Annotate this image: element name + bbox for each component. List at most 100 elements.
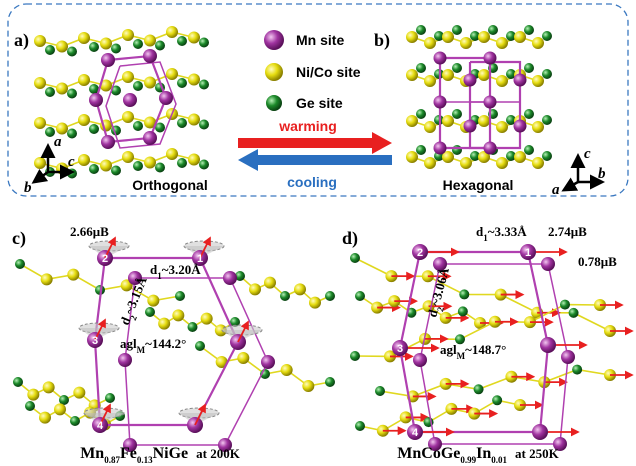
Ni-atom	[496, 121, 508, 133]
Ni-atom	[442, 115, 454, 127]
Ge-atom	[111, 165, 121, 176]
panel-label: b)	[374, 30, 390, 51]
panel-label: c)	[12, 228, 26, 249]
Mn-atom	[433, 95, 447, 109]
moment-label: 2.74μB	[548, 224, 587, 239]
Ge-atom	[199, 119, 209, 130]
Ni-atom	[40, 273, 53, 286]
Mn-atom	[218, 438, 232, 452]
moment-arrow	[104, 236, 116, 259]
angle-label: aglM~148.7°	[440, 342, 506, 361]
Ni-atom	[144, 76, 156, 89]
Ni-atom	[460, 37, 472, 49]
Ge-atom	[15, 259, 25, 269]
Ge-atom	[177, 78, 187, 88]
site-number: 4	[97, 420, 104, 432]
site-number: 3	[397, 343, 403, 355]
Ni-atom	[27, 388, 40, 401]
Ge-atom	[434, 31, 444, 41]
Mn-atom	[101, 135, 115, 149]
Ge-atom	[67, 88, 77, 99]
Ge-atom	[470, 151, 480, 161]
site-number: 2	[417, 247, 423, 259]
Ge-atom	[355, 421, 365, 431]
Ge-atom	[355, 291, 365, 301]
Ni-atom	[532, 37, 544, 49]
Ni-atom	[424, 75, 436, 87]
Ge-atom	[45, 127, 55, 137]
Mn-atom	[407, 424, 423, 440]
Mn-atom	[428, 437, 442, 451]
Ni-atom	[496, 157, 508, 169]
Ni-atom	[54, 403, 66, 416]
Ni-atom	[158, 317, 171, 330]
Mn-atom	[483, 51, 497, 65]
Ni-atom	[78, 154, 90, 166]
text: Mn	[80, 445, 104, 462]
Ge-atom	[452, 109, 462, 119]
Mn-atom	[433, 51, 447, 65]
Ni-atom	[147, 294, 160, 307]
Ni-atom	[424, 121, 436, 133]
cooling-label: cooling	[287, 174, 337, 190]
Ni-atom	[67, 268, 80, 281]
Mn-atom	[101, 53, 115, 67]
Ge-atom	[89, 84, 99, 94]
axis-label: c	[68, 154, 75, 170]
text: d	[476, 224, 484, 239]
Ge-atom	[111, 43, 121, 54]
Ni-atom	[144, 116, 156, 129]
Ni-atom	[406, 115, 418, 127]
Ni-atom	[406, 69, 418, 81]
Ni-atom	[514, 151, 526, 163]
warming-arrow	[238, 132, 392, 154]
axes-b	[561, 153, 605, 192]
caption: Mn0.87Fe0.13NiGe at 200K	[80, 445, 241, 465]
Mn-atom	[433, 257, 447, 271]
Ge-atom	[177, 118, 187, 128]
text: 2	[128, 314, 139, 322]
text: Fe	[120, 445, 137, 462]
Ni-atom	[34, 77, 46, 89]
moment-arrow	[194, 403, 206, 426]
Ge-atom	[105, 393, 115, 403]
Ni-atom	[478, 31, 490, 43]
Ge-atom	[175, 291, 185, 301]
Mn-atom	[520, 244, 536, 260]
Ni-atom	[34, 117, 46, 129]
Ni-atom	[188, 113, 200, 126]
Mn-atom	[223, 271, 237, 285]
Ge-atom	[457, 306, 468, 317]
caption: MnCoGe0.99In0.01 at 250K	[397, 445, 559, 465]
Ni-atom	[122, 71, 134, 83]
structures: 1 2 3 4 1 2 3 4	[13, 25, 634, 452]
legend-icon	[265, 63, 283, 81]
moment-label: 2.66μB	[70, 224, 109, 239]
text: In	[476, 445, 491, 462]
Ge-atom	[45, 45, 55, 55]
Ni-atom	[100, 159, 112, 172]
Ge-atom	[199, 159, 209, 170]
Ge-atom	[375, 386, 385, 396]
Ge-atom	[470, 31, 480, 41]
Ni-atom	[188, 31, 200, 44]
Ni-atom	[56, 40, 68, 53]
Mn-atom	[532, 424, 548, 440]
Ge-atom	[187, 322, 198, 332]
annotations: 2.66μB d1~3.20Å d2~3.15Å aglM~144.2° Mn0…	[70, 224, 617, 465]
text: 1	[157, 271, 162, 281]
Ge-atom	[416, 145, 426, 155]
text: ~3.33Å	[488, 224, 528, 239]
text: agl	[120, 336, 137, 351]
Ge-atom	[67, 46, 77, 57]
Ge-atom	[350, 253, 360, 263]
Mn-atom	[143, 131, 157, 145]
legend-text: Mn site	[296, 32, 344, 48]
distance-label: d1~3.20Å	[150, 262, 201, 281]
Ni-atom	[237, 352, 250, 364]
Ge-atom	[235, 271, 245, 281]
Ge-atom	[572, 364, 583, 375]
Ni-atom	[478, 151, 490, 163]
Ni-atom	[215, 356, 228, 368]
